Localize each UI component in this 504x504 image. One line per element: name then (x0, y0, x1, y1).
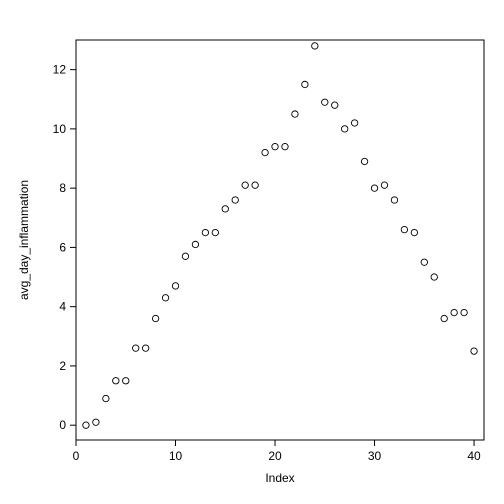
svg-text:2: 2 (59, 359, 66, 373)
svg-text:10: 10 (169, 449, 183, 463)
svg-text:Index: Index (265, 471, 294, 485)
svg-text:4: 4 (59, 300, 66, 314)
svg-text:10: 10 (53, 122, 67, 136)
svg-text:avg_day_inflammation: avg_day_inflammation (17, 180, 31, 300)
svg-text:30: 30 (368, 449, 382, 463)
svg-text:0: 0 (59, 418, 66, 432)
scatter-chart: 0 10 20 30 40 0 2 4 6 8 10 12 Index avg_day_inflammat… (0, 0, 504, 504)
svg-text:40: 40 (467, 449, 481, 463)
svg-text:0: 0 (73, 449, 80, 463)
svg-text:8: 8 (59, 181, 66, 195)
svg-text:20: 20 (268, 449, 282, 463)
chart-svg: 0 10 20 30 40 0 2 4 6 8 10 12 Index avg_day_inflammat… (0, 0, 504, 504)
svg-text:6: 6 (59, 240, 66, 254)
svg-text:12: 12 (53, 63, 67, 77)
